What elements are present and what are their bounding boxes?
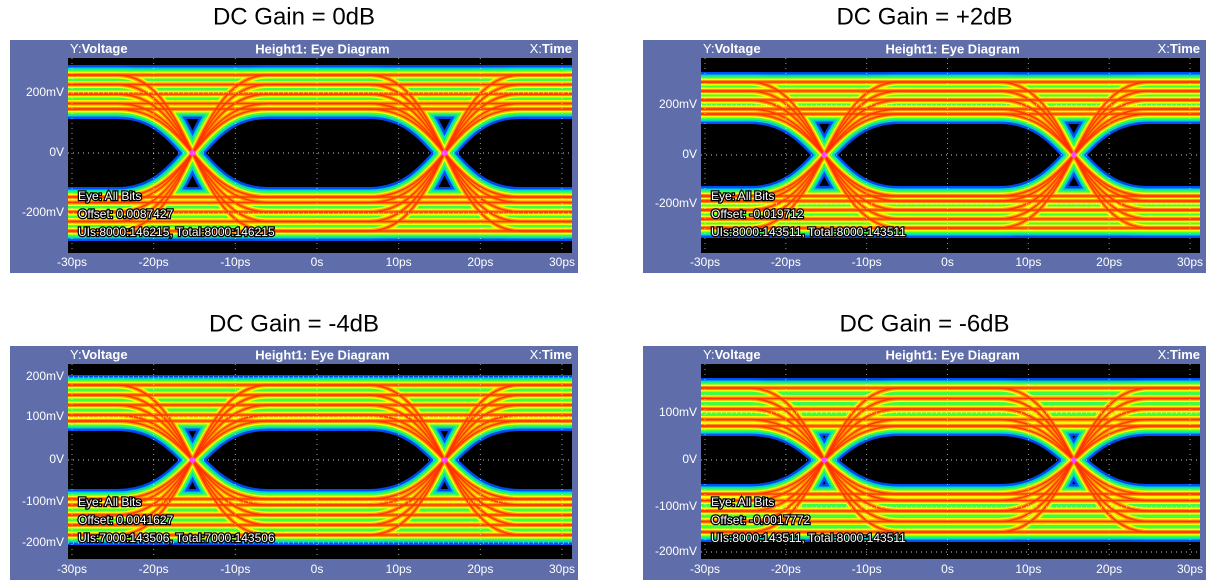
eye-info: Offset: -0.019712	[711, 207, 804, 221]
x-axis-label: X:Time	[530, 347, 572, 362]
x-tick-label: -10ps	[852, 562, 882, 576]
x-tick-label: 10ps	[386, 255, 412, 269]
x-tick-label: 20ps	[1096, 255, 1122, 269]
x-tick-label: -10ps	[220, 255, 250, 269]
x-tick-label: -10ps	[852, 255, 882, 269]
x-tick-label: -20ps	[139, 562, 169, 576]
eye-info: UIs:8000:143511, Total:8000:143511	[711, 531, 906, 545]
y-tick-label: 0V	[49, 452, 64, 466]
y-tick-label: -200mV	[655, 196, 697, 210]
y-tick-label: 0V	[49, 145, 64, 159]
crossing-marker	[441, 457, 448, 463]
x-tick-label: 30ps	[1177, 562, 1203, 576]
y-tick-label: -200mV	[22, 205, 64, 219]
y-tick-label: -200mV	[22, 535, 64, 549]
plot-header: Height1: Eye Diagram	[885, 347, 1019, 362]
x-tick-label: 0s	[941, 255, 954, 269]
plot-header: Height1: Eye Diagram	[255, 347, 389, 362]
y-tick-label: -100mV	[655, 499, 697, 513]
x-tick-label: 20ps	[467, 255, 493, 269]
eye-pattern	[701, 378, 1200, 542]
x-tick-label: 0s	[311, 562, 324, 576]
eye-panel: Y:Voltage Height1: Eye Diagram X:Time 200mV…	[10, 40, 578, 273]
eye-panel: Y:Voltage Height1: Eye Diagram X:Time 100mV…	[643, 346, 1206, 580]
x-tick-label: 10ps	[386, 562, 412, 576]
eye-info: UIs:8000:146215, Total:8000:146215	[78, 225, 275, 239]
y-tick-label: 200mV	[26, 85, 64, 99]
eye-panel: Y:Voltage Height1: Eye Diagram X:Time 200mV…	[10, 346, 578, 580]
crossing-marker	[189, 150, 196, 156]
x-tick-label: -20ps	[771, 562, 801, 576]
x-tick-label: 20ps	[1096, 562, 1122, 576]
y-tick-label: 0V	[682, 452, 697, 466]
y-tick-label: 200mV	[26, 369, 64, 383]
y-axis-label: Y:Voltage	[703, 347, 761, 362]
x-tick-label: 30ps	[549, 255, 575, 269]
panel-title: DC Gain = 0dB	[213, 3, 375, 30]
x-axis-label: X:Time	[1158, 347, 1200, 362]
y-axis-label: Y:Voltage	[703, 41, 761, 56]
crossing-marker	[821, 152, 828, 158]
eye-info: Offset: 0.0087427	[78, 207, 174, 221]
eye-pattern	[68, 375, 572, 545]
x-tick-label: 0s	[311, 255, 324, 269]
y-tick-label: 0V	[682, 147, 697, 161]
eye-info: Offset: -0.0017772	[711, 513, 811, 527]
x-axis-label: X:Time	[530, 41, 572, 56]
plot-header: Height1: Eye Diagram	[255, 41, 389, 56]
eye-info: UIs:7000:143506, Total:7000:143506	[78, 531, 275, 545]
crossing-marker	[1070, 457, 1077, 463]
eye-info: Eye: All Bits	[78, 495, 141, 509]
eye-info: Eye: All Bits	[78, 189, 141, 203]
y-tick-label: 100mV	[26, 409, 64, 423]
x-tick-label: -30ps	[690, 255, 720, 269]
eye-panel: Y:Voltage Height1: Eye Diagram X:Time 200mV…	[643, 40, 1206, 273]
x-tick-label: -30ps	[57, 562, 87, 576]
x-tick-label: -30ps	[690, 562, 720, 576]
y-axis-label: Y:Voltage	[70, 347, 128, 362]
crossing-marker	[441, 150, 448, 156]
x-tick-label: 30ps	[1177, 255, 1203, 269]
x-tick-label: -20ps	[139, 255, 169, 269]
panel-title: DC Gain = +2dB	[836, 3, 1012, 30]
eye-info: Eye: All Bits	[711, 189, 774, 203]
eye-info: Eye: All Bits	[711, 495, 774, 509]
crossing-marker	[1070, 152, 1077, 158]
panel-title: DC Gain = -6dB	[839, 310, 1009, 337]
plot-header: Height1: Eye Diagram	[885, 41, 1019, 56]
x-axis-label: X:Time	[1158, 41, 1200, 56]
x-tick-label: 30ps	[549, 562, 575, 576]
x-tick-label: -20ps	[771, 255, 801, 269]
x-tick-label: 0s	[941, 562, 954, 576]
panel-title: DC Gain = -4dB	[209, 310, 379, 337]
y-axis-label: Y:Voltage	[70, 41, 128, 56]
crossing-marker	[821, 457, 828, 463]
x-tick-label: 10ps	[1015, 562, 1041, 576]
x-tick-label: 20ps	[467, 562, 493, 576]
y-tick-label: -100mV	[22, 494, 64, 508]
eye-info: UIs:8000:143511, Total:8000:143511	[711, 225, 906, 239]
eye-pattern	[68, 65, 572, 242]
y-tick-label: 100mV	[659, 405, 697, 419]
eye-pattern	[701, 72, 1200, 239]
eye-info: Offset: 0.0041627	[78, 513, 174, 527]
y-tick-label: 200mV	[659, 97, 697, 111]
x-tick-label: -30ps	[57, 255, 87, 269]
x-tick-label: -10ps	[220, 562, 250, 576]
x-tick-label: 10ps	[1015, 255, 1041, 269]
crossing-marker	[189, 457, 196, 463]
y-tick-label: -200mV	[655, 544, 697, 558]
